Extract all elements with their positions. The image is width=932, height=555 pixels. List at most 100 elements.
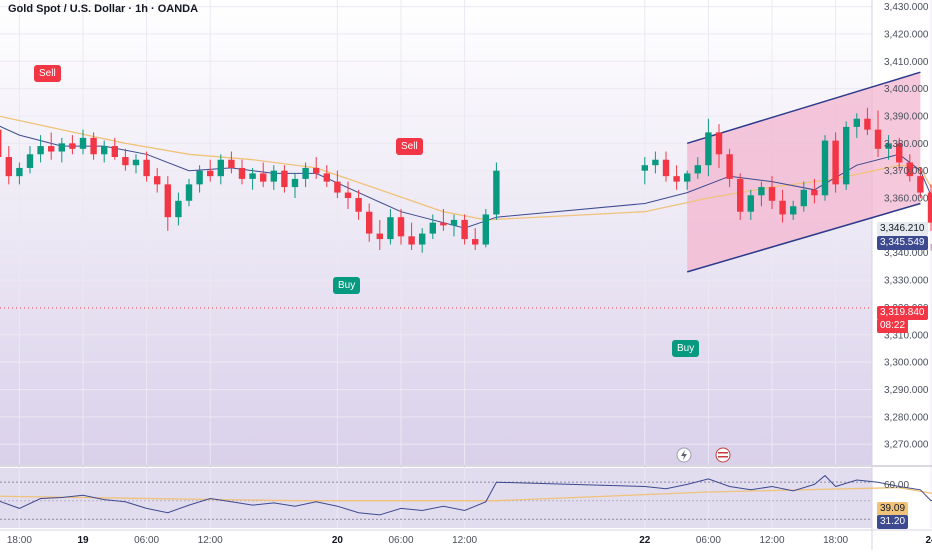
candle-body <box>185 184 193 201</box>
candle-body <box>641 165 648 171</box>
symbol-title: Gold Spot / U.S. Dollar · 1h · OANDA <box>8 3 199 15</box>
candle-body <box>270 170 277 182</box>
us-flag-icon <box>718 456 728 458</box>
candle-body <box>260 173 267 182</box>
price-axis-label: 3,340.000 <box>884 248 929 259</box>
candle-body <box>726 154 733 179</box>
candle-body <box>747 195 754 212</box>
candle-body <box>175 200 182 218</box>
price-axis-label: 3,430.000 <box>884 2 929 13</box>
time-axis-label: 18:00 <box>7 535 32 546</box>
ascending-channel-upper <box>686 71 921 145</box>
candle-body <box>874 129 882 149</box>
candle-body <box>927 192 932 223</box>
candle-body <box>90 137 97 155</box>
ascending-channel-lower <box>686 202 921 273</box>
price-axis-label: 3,300.000 <box>884 358 929 369</box>
time-axis-label: 06:00 <box>696 535 721 546</box>
candle-body <box>58 143 65 152</box>
candle-body <box>768 187 776 201</box>
candle-body <box>207 170 214 177</box>
candle-body <box>164 184 171 218</box>
candle-body <box>694 165 701 174</box>
candle-body <box>376 233 383 240</box>
candle-body <box>758 187 765 196</box>
candle-body <box>69 143 76 149</box>
us-flag-icon <box>718 452 728 454</box>
candle-body <box>291 178 299 188</box>
candle-body <box>440 222 447 226</box>
candle-body <box>122 157 129 166</box>
level-tag: 3,345.549 <box>877 236 928 250</box>
price-axis-label: 3,270.000 <box>884 440 929 451</box>
candle-body <box>5 157 12 177</box>
buy-signal-marker[interactable]: Buy <box>672 340 700 357</box>
price-axis-label: 3,280.000 <box>884 412 929 423</box>
candle-body <box>715 132 723 155</box>
candle-body <box>705 132 712 166</box>
candle-body <box>26 154 34 168</box>
candle-body <box>249 173 256 179</box>
sell-signal-marker[interactable]: Sell <box>34 65 61 82</box>
price-axis-label: 3,400.000 <box>884 84 929 95</box>
ma-slow-line <box>0 115 932 221</box>
ascending-channel-fill <box>687 72 921 272</box>
current-price-tag: 3,319.840 <box>877 306 928 320</box>
time-axis-label: 24 <box>925 535 932 546</box>
time-axis-label: 06:00 <box>134 535 159 546</box>
sell-signal-marker[interactable]: Sell <box>396 138 423 155</box>
candle-body <box>652 159 659 166</box>
candle-body <box>355 198 362 212</box>
candle-body <box>238 167 246 179</box>
candle-body <box>864 118 871 130</box>
candle-body <box>196 170 203 185</box>
price-axis-label: 3,420.000 <box>884 29 929 40</box>
candle-body <box>906 162 913 177</box>
rsi-ma-line <box>0 486 932 502</box>
rsi-ma-value-tag: 39.09 <box>877 502 909 516</box>
candle-body <box>429 222 436 234</box>
candle-body <box>101 146 108 155</box>
candle-body <box>0 129 2 158</box>
candle-body <box>811 189 818 196</box>
rsi-value-tag: 31.20 <box>877 515 909 529</box>
candle-body <box>790 206 797 215</box>
level-tag: 3,346.210 <box>877 222 928 236</box>
candle-body <box>461 219 468 240</box>
candle-body <box>132 159 140 166</box>
rsi-line <box>0 474 932 516</box>
countdown-tag: 08:22 <box>877 319 909 333</box>
candle-body <box>154 176 161 185</box>
candle-body <box>779 200 786 215</box>
candle-body <box>387 217 394 240</box>
time-axis-label: 12:00 <box>759 535 784 546</box>
time-axis-label: 20 <box>332 535 344 546</box>
candle-body <box>472 239 479 245</box>
candle-body <box>885 143 892 149</box>
price-axis-label: 3,370.000 <box>884 166 929 177</box>
time-axis-label: 06:00 <box>388 535 413 546</box>
candle-body <box>843 126 850 185</box>
price-axis-label: 3,410.000 <box>884 57 929 68</box>
candle-body <box>832 140 839 185</box>
price-axis-label: 3,390.000 <box>884 111 929 122</box>
time-axis-label: 12:00 <box>198 535 223 546</box>
candle-body <box>302 167 309 179</box>
candle-body <box>821 140 829 196</box>
candle-body <box>917 176 924 193</box>
candle-body <box>323 173 330 182</box>
candle-body <box>482 214 489 245</box>
candle-body <box>217 159 224 177</box>
candle-body <box>281 170 288 188</box>
candle-body <box>344 192 352 199</box>
candle-body <box>896 143 903 163</box>
time-axis-label: 19 <box>77 535 89 546</box>
price-axis-label: 3,380.000 <box>884 139 929 150</box>
candle-body <box>662 159 670 177</box>
buy-signal-marker[interactable]: Buy <box>333 277 361 294</box>
candle-body <box>419 233 426 245</box>
candle-body <box>684 173 691 182</box>
price-axis-label: 3,290.000 <box>884 385 929 396</box>
